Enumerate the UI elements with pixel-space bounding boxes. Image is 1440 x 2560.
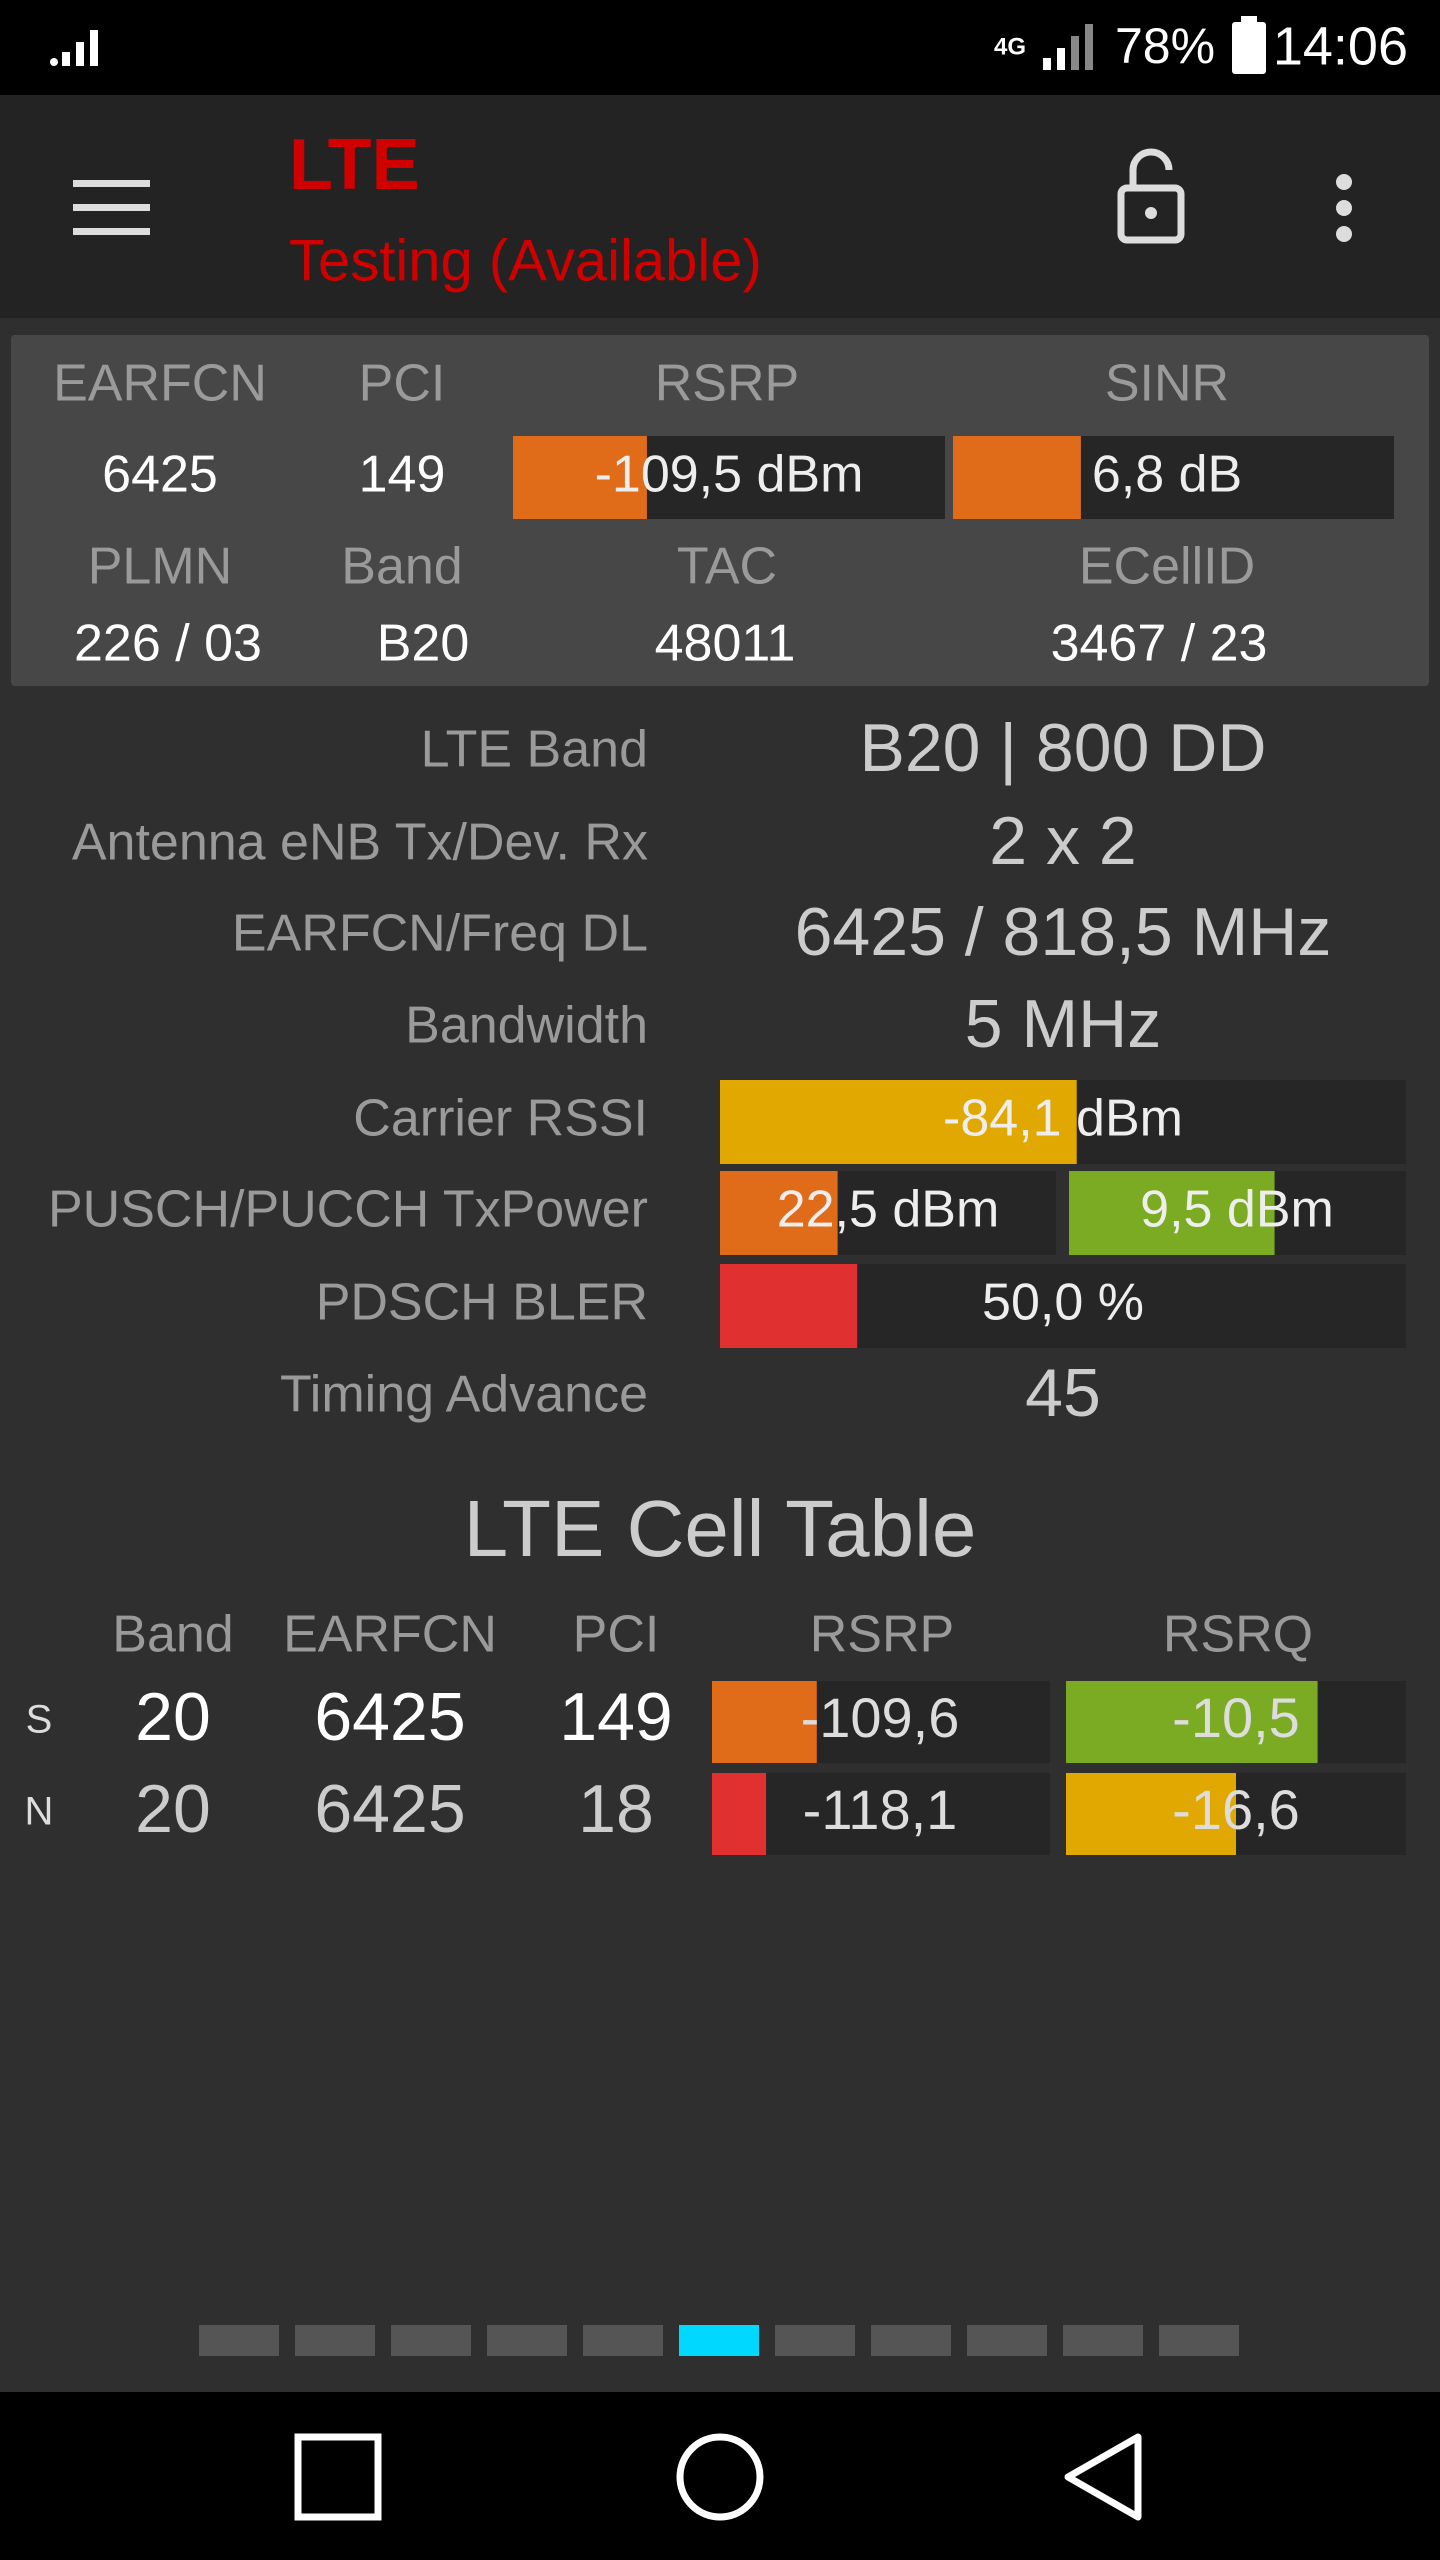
page-dot[interactable] [295,2325,375,2356]
detail-label: Bandwidth [405,997,648,1055]
cell-pci: 18 [578,1771,654,1847]
detail-label: LTE Band [421,721,648,779]
summary-header: PCI [359,355,446,413]
summary-value: 226 / 03 [74,615,262,673]
summary-value: 48011 [655,615,796,673]
detail-value: 2 x 2 [989,803,1136,879]
nav-bar [0,2392,1440,2560]
recents-button[interactable] [294,2433,382,2521]
summary-header: TAC [677,538,777,596]
detail-value: 50,0 % [982,1274,1144,1332]
cell-rsrq-bar-fill [1066,1773,1236,1855]
page-dot[interactable] [391,2325,471,2356]
cell-rsrp: -118,1 [803,1778,958,1841]
cell-rsrq: -16,6 [1172,1778,1300,1841]
cell-band: 20 [135,1771,211,1847]
table-header: Band [112,1606,233,1664]
cell-band: 20 [135,1679,211,1755]
screen-subtitle: Testing (Available) [289,228,762,293]
cell-rsrp-bar-fill [712,1681,817,1763]
summary-value: 3467 / 23 [1051,615,1268,673]
summary-header: RSRP [655,355,799,413]
table-title: LTE Cell Table [464,1484,977,1573]
cell-earfcn: 6425 [314,1771,465,1847]
battery-level: 78% [1115,18,1215,74]
cell-rsrp-bar-track [712,1773,1050,1855]
detail-label: PUSCH/PUCCH TxPower [48,1181,648,1239]
network-type: 4G [994,33,1026,60]
cell-signal [1043,24,1093,70]
detail-label: EARFCN/Freq DL [232,905,648,963]
summary-value: 149 [359,446,446,504]
summary-header: SINR [1105,355,1229,413]
detail-value: B20 | 800 DD [859,710,1266,786]
cell-rsrp-bar-fill [712,1773,767,1855]
summary-header: Band [341,538,462,596]
cell-pci: 149 [559,1679,672,1755]
home-button[interactable] [676,2433,764,2521]
detail-value: 9,5 dBm [1140,1181,1334,1239]
bler-bar-fill [720,1264,858,1348]
detail-label: Timing Advance [280,1366,648,1424]
summary-header: PLMN [88,538,232,596]
cell-rsrq: -10,5 [1172,1686,1300,1749]
page-dot[interactable] [1159,2325,1239,2356]
summary-header: EARFCN [53,355,267,413]
battery-icon [1232,16,1266,74]
pucch-bar-fill [1069,1171,1275,1255]
detail-value: 6425 / 818,5 MHz [795,894,1332,970]
pusch-bar-fill [720,1171,838,1255]
app-bar [0,95,1440,318]
detail-label: PDSCH BLER [316,1274,648,1332]
cell-type: N [25,1790,54,1834]
detail-value: 22,5 dBm [777,1181,1000,1239]
overflow-menu[interactable] [1336,174,1352,242]
sinr-bar-fill [953,436,1081,519]
summary-value: B20 [377,615,470,673]
detail-value: -84,1 dBm [943,1090,1183,1148]
table-header: PCI [573,1606,660,1664]
summary-value: -109,5 dBm [595,446,864,504]
detail-value: 45 [1025,1355,1101,1431]
table-header: EARFCN [283,1606,497,1664]
menu-button[interactable] [73,180,150,235]
page-dot[interactable] [199,2325,279,2356]
page-dot[interactable] [1063,2325,1143,2356]
cell-earfcn: 6425 [314,1679,465,1755]
page-dot[interactable] [679,2325,759,2356]
screen-title: LTE [289,125,420,205]
page-dot[interactable] [871,2325,951,2356]
cell-type: S [26,1698,53,1742]
detail-label: Carrier RSSI [353,1090,648,1148]
summary-header: ECellID [1079,538,1255,596]
signal-icon [50,30,98,66]
page-indicator[interactable] [199,2325,1239,2356]
status-bar [0,0,1440,95]
detail-label: Antenna eNB Tx/Dev. Rx [72,814,648,872]
back-button[interactable] [1064,2433,1142,2521]
cell-rsrq-bar-fill [1066,1681,1318,1763]
clock: 14:06 [1273,16,1408,76]
rssi-bar-fill [720,1080,1077,1164]
rsrp-bar-fill [513,436,647,519]
page-dot[interactable] [487,2325,567,2356]
summary-value: 6425 [102,446,218,504]
table-header: RSRQ [1163,1606,1313,1664]
cell-rsrp: -109,6 [801,1686,960,1749]
page-dot[interactable] [583,2325,663,2356]
summary-value: 6,8 dB [1092,446,1242,504]
detail-value: 5 MHz [965,986,1161,1062]
lock-button[interactable] [1117,148,1185,244]
table-header: RSRP [810,1606,954,1664]
page-dot[interactable] [775,2325,855,2356]
page-dot[interactable] [967,2325,1047,2356]
